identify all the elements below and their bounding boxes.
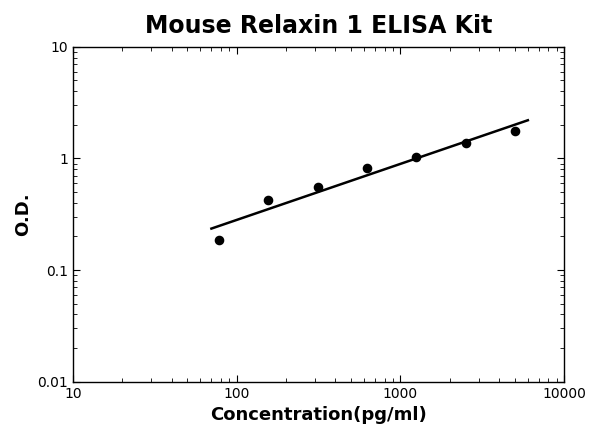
Point xyxy=(362,165,372,172)
Point xyxy=(461,139,470,146)
X-axis label: Concentration(pg/ml): Concentration(pg/ml) xyxy=(210,406,427,424)
Point xyxy=(263,197,273,204)
Point xyxy=(510,128,520,135)
Y-axis label: O.D.: O.D. xyxy=(14,192,32,236)
Title: Mouse Relaxin 1 ELISA Kit: Mouse Relaxin 1 ELISA Kit xyxy=(145,14,493,38)
Point xyxy=(412,153,421,160)
Point xyxy=(313,184,322,191)
Point xyxy=(214,237,224,244)
